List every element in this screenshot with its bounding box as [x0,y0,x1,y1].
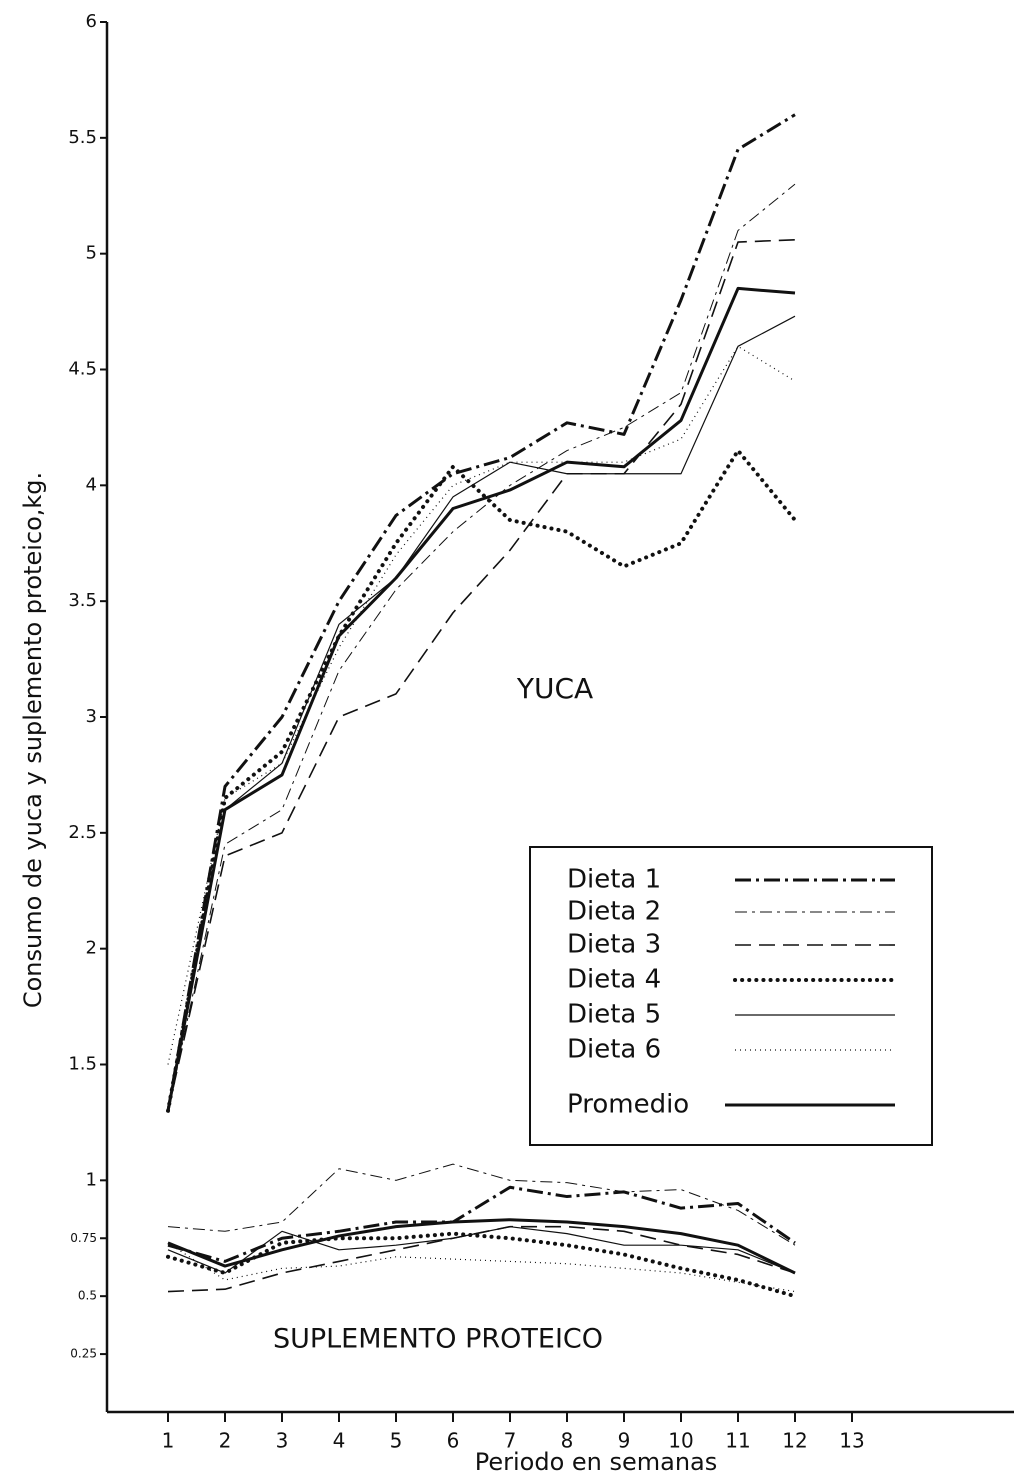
legend-label: Promedio [567,1090,689,1120]
legend-label: Dieta 4 [567,965,661,995]
supplement-line [167,1185,796,1263]
x-tick-label: 9 [618,1429,631,1453]
series-line [167,238,796,1112]
legend-box [529,846,933,1146]
y-tick-label: 0.75 [70,1231,97,1245]
y-tick-label: 0.5 [78,1289,97,1303]
y-tick-label: 4 [86,474,97,495]
supplement-line [167,1226,796,1274]
y-tick-label: 3 [86,706,97,727]
x-axis-label: Periodo en semanas [475,1448,718,1476]
x-tick-label: 3 [276,1429,289,1453]
annotation: YUCA [516,672,593,705]
supplement-line [167,1218,796,1275]
x-tick-label: 13 [839,1429,864,1453]
series-line [166,286,796,1112]
x-tick-label: 10 [668,1429,693,1453]
series-line [166,113,796,1112]
series-line [167,183,796,1111]
y-axis-label: Consumo de yuca y suplemento proteico,kg… [19,472,47,1008]
x-tick-label: 11 [725,1429,750,1453]
x-tick-label: 12 [782,1429,807,1453]
supplement-line [167,1242,796,1293]
y-tick-label: 6 [86,11,97,32]
y-tick-label: 5 [86,243,97,264]
x-tick-label: 8 [561,1429,574,1453]
series-line [166,448,797,1113]
y-tick-label: 0.25 [70,1347,97,1361]
x-tick-label: 1 [162,1429,175,1453]
y-tick-label: 1 [86,1169,97,1190]
y-tick-label: 4.5 [68,359,97,380]
legend-label: Dieta 6 [567,1035,661,1065]
legend-label: Dieta 3 [567,930,661,960]
y-tick-label: 3.5 [68,590,97,611]
legend-label: Dieta 5 [567,1000,661,1030]
y-tick-label: 2.5 [68,822,97,843]
x-tick-label: 2 [219,1429,232,1453]
supplement-line [166,1231,797,1299]
annotation: SUPLEMENTO PROTEICO [273,1324,603,1355]
y-tick-label: 2 [86,938,97,959]
legend-label: Dieta 1 [567,865,661,895]
series-line [167,315,796,1111]
x-tick-label: 7 [504,1429,517,1453]
y-tick-label: 1.5 [68,1054,97,1075]
legend-label: Dieta 2 [567,897,661,927]
y-tick-label: 5.5 [68,127,97,148]
x-tick-label: 5 [390,1429,403,1453]
supplement-line [167,1163,796,1246]
x-tick-label: 4 [333,1429,346,1453]
x-tick-label: 6 [447,1429,460,1453]
